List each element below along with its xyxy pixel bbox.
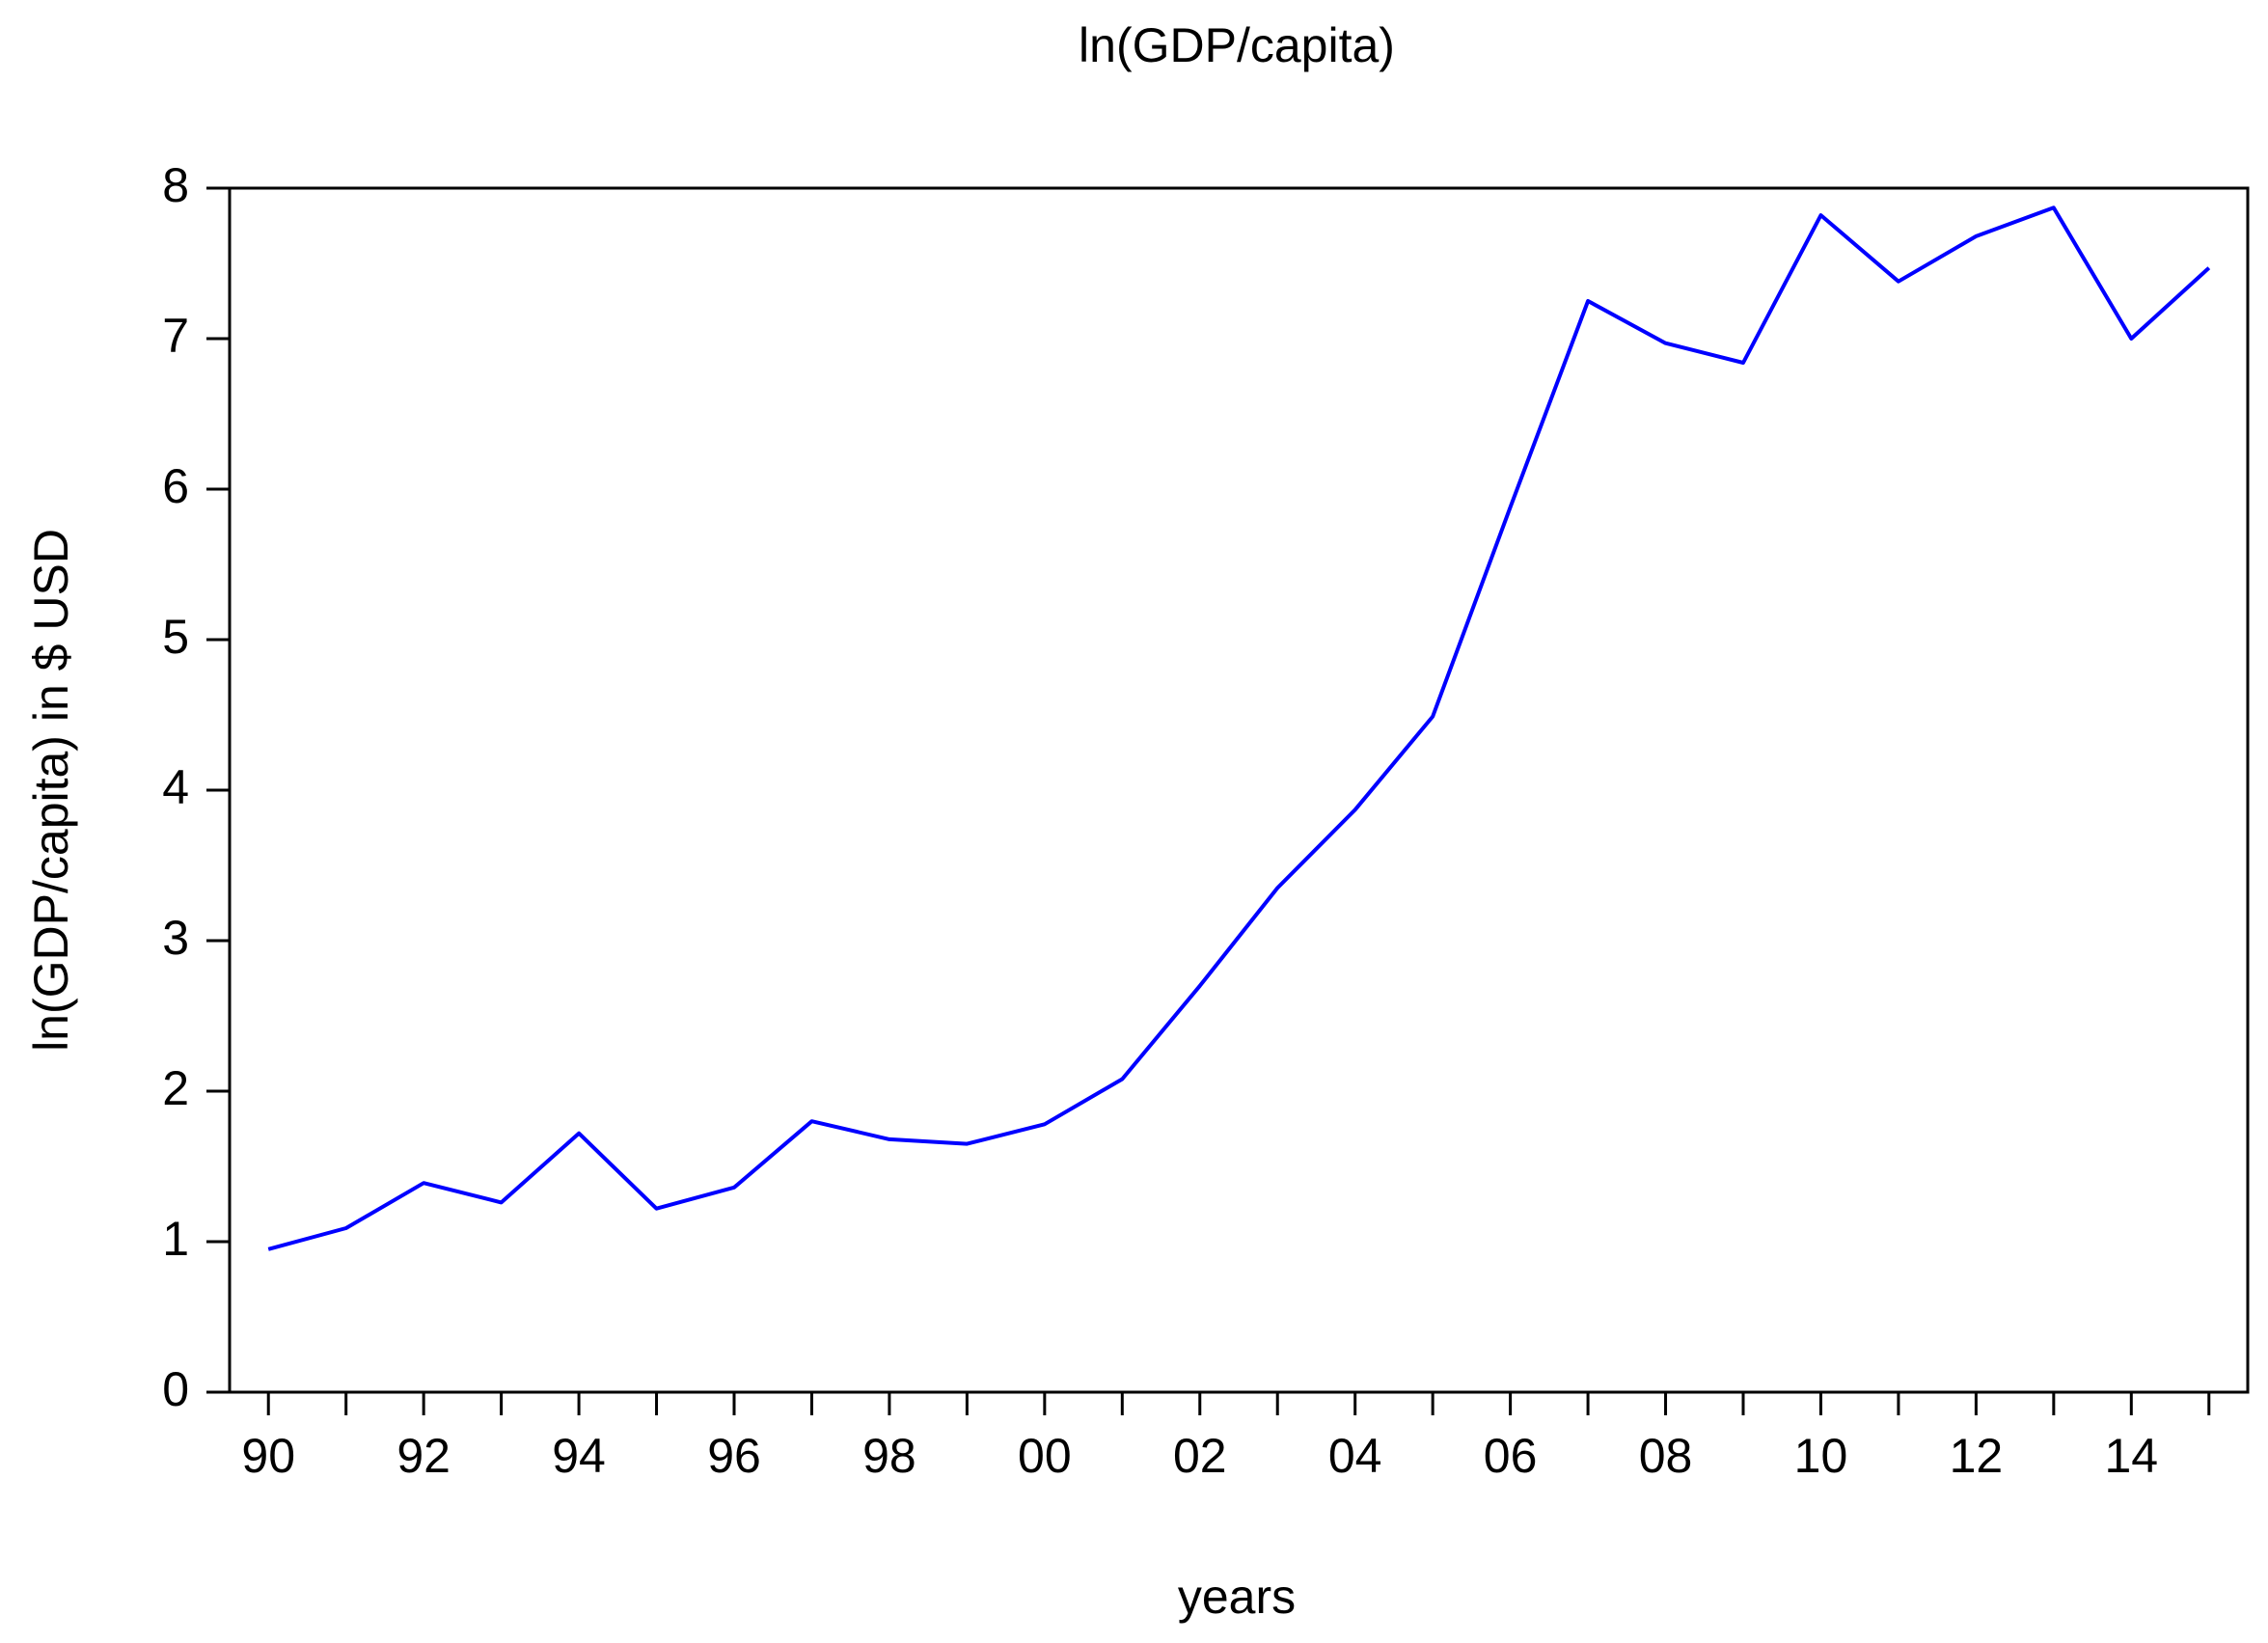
- data-point: [1976, 235, 1977, 236]
- chart-title: ln(GDP/capita): [1079, 18, 1395, 72]
- data-point: [1433, 716, 1434, 717]
- data-point: [2131, 339, 2132, 340]
- x-tick-label: 00: [1018, 1429, 1072, 1483]
- data-point: [2208, 267, 2209, 268]
- data-point: [967, 1143, 968, 1144]
- x-axis-label: years: [1178, 1570, 1296, 1624]
- data-point: [1665, 342, 1666, 343]
- x-tick-label: 10: [1794, 1429, 1848, 1483]
- x-axis: 90 92 94 96 98 00 02 04 06 08 10 12 14: [241, 1392, 2211, 1483]
- x-tick-label: 12: [1950, 1429, 2004, 1483]
- x-tick-label: 94: [552, 1429, 606, 1483]
- y-tick-label: 4: [162, 760, 189, 814]
- data-point: [888, 1138, 889, 1139]
- y-tick-label: 8: [162, 158, 189, 212]
- y-axis-label: ln(GDP/capita) in $ USD: [24, 529, 78, 1052]
- data-point: [1044, 1124, 1045, 1125]
- data-point: [1199, 985, 1200, 986]
- x-tick-label: 08: [1639, 1429, 1693, 1483]
- y-axis: 0 1 2 3 4 5 6 7 8: [162, 158, 230, 1416]
- data-point: [501, 1202, 502, 1203]
- y-tick-label: 5: [162, 610, 189, 664]
- x-tick-label: 02: [1173, 1429, 1227, 1483]
- y-tick-label: 7: [162, 309, 189, 363]
- data-point: [1820, 215, 1821, 216]
- data-point: [345, 1227, 346, 1228]
- data-point: [1277, 888, 1278, 889]
- data-point: [1588, 301, 1589, 302]
- y-tick-label: 3: [162, 911, 189, 965]
- data-point: [656, 1208, 657, 1209]
- series-layer: [267, 205, 2211, 1251]
- y-tick-label: 1: [162, 1212, 189, 1266]
- data-point: [811, 1121, 812, 1122]
- data-point: [1898, 281, 1899, 282]
- x-tick-label: 92: [396, 1429, 451, 1483]
- x-tick-label: 90: [241, 1429, 295, 1483]
- data-point: [579, 1133, 580, 1134]
- data-point: [734, 1187, 735, 1188]
- data-point: [2053, 207, 2054, 208]
- data-point: [268, 1248, 269, 1249]
- plot-frame: [228, 186, 2250, 1394]
- x-tick-label: 98: [862, 1429, 916, 1483]
- y-tick-label: 6: [162, 459, 189, 513]
- data-point: [1354, 809, 1355, 810]
- series-line: [267, 205, 2211, 1251]
- x-tick-label: 06: [1484, 1429, 1538, 1483]
- y-tick-label: 0: [162, 1362, 189, 1416]
- y-tick-label: 2: [162, 1061, 189, 1115]
- x-tick-label: 04: [1328, 1429, 1382, 1483]
- data-point: [1743, 362, 1744, 363]
- x-tick-label: 96: [707, 1429, 761, 1483]
- x-tick-label: 14: [2104, 1429, 2158, 1483]
- data-point: [1122, 1079, 1123, 1080]
